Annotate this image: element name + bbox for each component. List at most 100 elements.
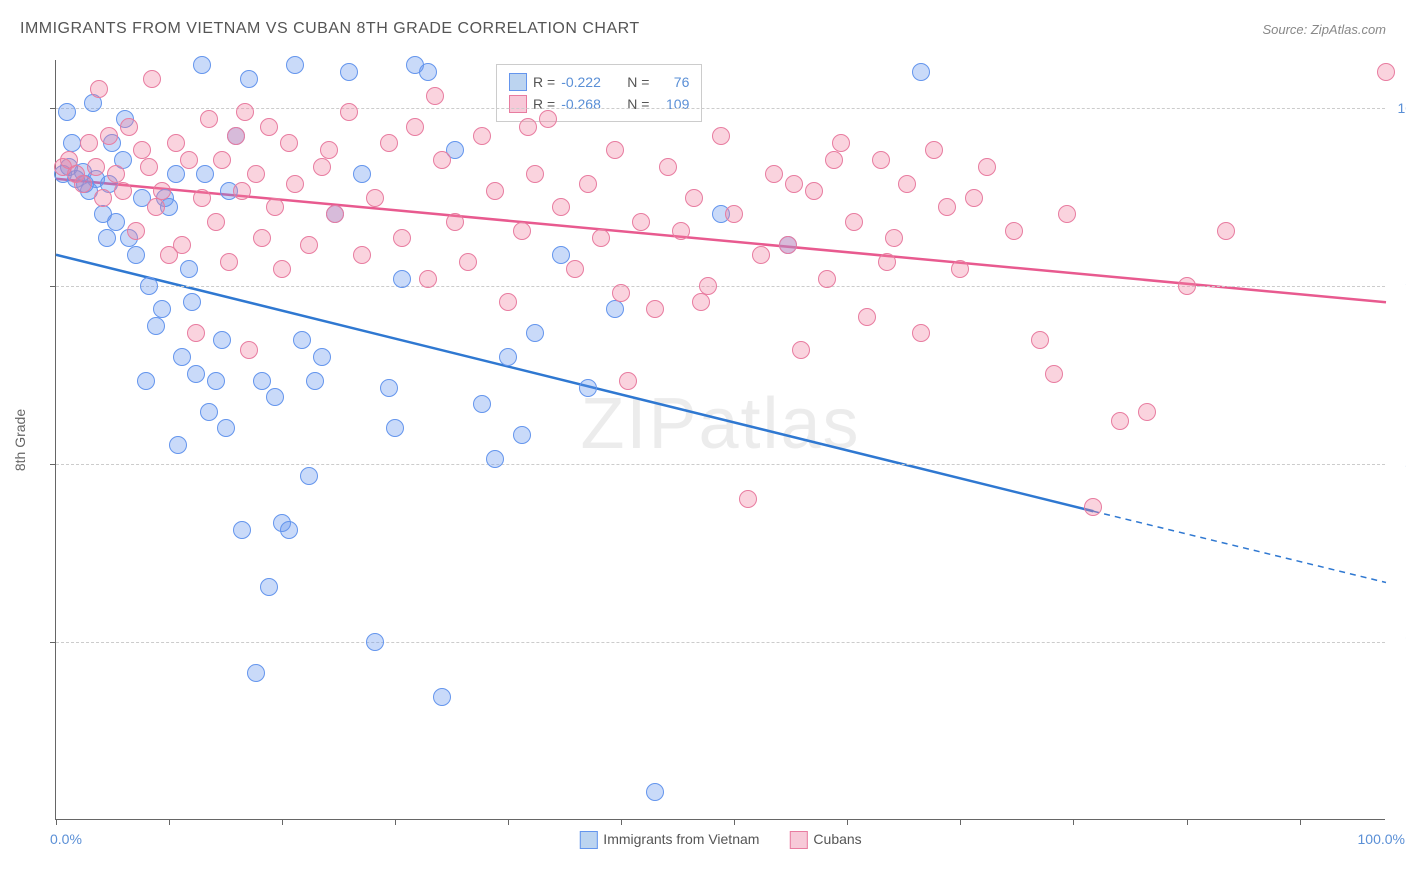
data-point bbox=[236, 103, 254, 121]
legend-label: Immigrants from Vietnam bbox=[603, 831, 759, 847]
data-point bbox=[912, 324, 930, 342]
legend-n-label: N = bbox=[627, 96, 649, 112]
legend-row: R =-0.268N =109 bbox=[509, 93, 689, 115]
data-point bbox=[393, 270, 411, 288]
data-point bbox=[419, 270, 437, 288]
data-point bbox=[938, 198, 956, 216]
data-point bbox=[280, 521, 298, 539]
x-tick-mark bbox=[395, 819, 396, 825]
data-point bbox=[193, 189, 211, 207]
data-point bbox=[87, 158, 105, 176]
data-point bbox=[513, 222, 531, 240]
data-point bbox=[912, 63, 930, 81]
data-point bbox=[725, 205, 743, 223]
data-point bbox=[818, 270, 836, 288]
data-point bbox=[366, 189, 384, 207]
data-point bbox=[300, 236, 318, 254]
plot-area: ZIPatlas R =-0.222N =76R =-0.268N =109 I… bbox=[55, 60, 1385, 820]
data-point bbox=[951, 260, 969, 278]
data-point bbox=[127, 246, 145, 264]
x-tick-mark bbox=[169, 819, 170, 825]
data-point bbox=[94, 189, 112, 207]
data-point bbox=[779, 236, 797, 254]
data-point bbox=[606, 300, 624, 318]
data-point bbox=[785, 175, 803, 193]
data-point bbox=[499, 293, 517, 311]
data-point bbox=[286, 56, 304, 74]
data-point bbox=[1084, 498, 1102, 516]
data-point bbox=[878, 253, 896, 271]
data-point bbox=[486, 182, 504, 200]
data-point bbox=[978, 158, 996, 176]
data-point bbox=[632, 213, 650, 231]
data-point bbox=[100, 127, 118, 145]
data-point bbox=[646, 783, 664, 801]
legend-r-label: R = bbox=[533, 96, 555, 112]
data-point bbox=[712, 127, 730, 145]
data-point bbox=[1005, 222, 1023, 240]
data-point bbox=[386, 419, 404, 437]
data-point bbox=[273, 260, 291, 278]
data-point bbox=[739, 490, 757, 508]
data-point bbox=[213, 151, 231, 169]
data-point bbox=[380, 379, 398, 397]
data-point bbox=[74, 175, 92, 193]
data-point bbox=[832, 134, 850, 152]
data-point bbox=[366, 633, 384, 651]
data-point bbox=[1058, 205, 1076, 223]
data-point bbox=[220, 253, 238, 271]
legend-item: Immigrants from Vietnam bbox=[579, 831, 759, 849]
y-tick-mark bbox=[50, 286, 56, 287]
data-point bbox=[240, 70, 258, 88]
data-point bbox=[566, 260, 584, 278]
x-tick-mark bbox=[282, 819, 283, 825]
data-point bbox=[606, 141, 624, 159]
x-tick-mark bbox=[734, 819, 735, 825]
data-point bbox=[200, 110, 218, 128]
x-tick-mark bbox=[960, 819, 961, 825]
x-tick-mark bbox=[508, 819, 509, 825]
data-point bbox=[173, 348, 191, 366]
data-point bbox=[143, 70, 161, 88]
data-point bbox=[552, 246, 570, 264]
data-point bbox=[286, 175, 304, 193]
data-point bbox=[247, 165, 265, 183]
chart-container: IMMIGRANTS FROM VIETNAM VS CUBAN 8TH GRA… bbox=[0, 0, 1406, 892]
x-tick-mark bbox=[56, 819, 57, 825]
legend-row: R =-0.222N =76 bbox=[509, 71, 689, 93]
data-point bbox=[513, 426, 531, 444]
data-point bbox=[592, 229, 610, 247]
legend-n-value: 76 bbox=[655, 74, 689, 90]
data-point bbox=[459, 253, 477, 271]
data-point bbox=[473, 127, 491, 145]
data-point bbox=[612, 284, 630, 302]
data-point bbox=[266, 388, 284, 406]
y-axis-label: 8th Grade bbox=[12, 409, 28, 471]
legend-swatch bbox=[579, 831, 597, 849]
data-point bbox=[526, 324, 544, 342]
data-point bbox=[898, 175, 916, 193]
data-point bbox=[1138, 403, 1156, 421]
data-point bbox=[925, 141, 943, 159]
series-legend: Immigrants from Vietnam Cubans bbox=[579, 831, 861, 849]
legend-label: Cubans bbox=[813, 831, 861, 847]
correlation-legend: R =-0.222N =76R =-0.268N =109 bbox=[496, 64, 702, 122]
trend-line-extrapolated bbox=[1093, 511, 1386, 582]
data-point bbox=[486, 450, 504, 468]
x-tick-mark bbox=[621, 819, 622, 825]
data-point bbox=[805, 182, 823, 200]
data-point bbox=[233, 521, 251, 539]
data-point bbox=[659, 158, 677, 176]
data-point bbox=[200, 403, 218, 421]
data-point bbox=[167, 165, 185, 183]
data-point bbox=[107, 165, 125, 183]
data-point bbox=[320, 141, 338, 159]
y-tick-mark bbox=[50, 464, 56, 465]
data-point bbox=[393, 229, 411, 247]
data-point bbox=[340, 63, 358, 81]
data-point bbox=[167, 134, 185, 152]
data-point bbox=[519, 118, 537, 136]
data-point bbox=[965, 189, 983, 207]
data-point bbox=[207, 372, 225, 390]
x-tick-label-min: 0.0% bbox=[50, 831, 82, 847]
